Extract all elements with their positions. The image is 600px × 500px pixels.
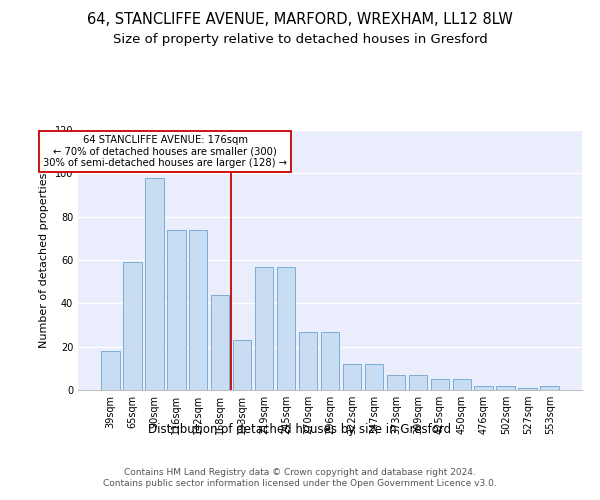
Bar bbox=[386, 375, 405, 390]
Bar bbox=[365, 364, 383, 390]
Bar bbox=[299, 332, 317, 390]
Bar bbox=[541, 386, 559, 390]
Bar bbox=[233, 340, 251, 390]
Bar bbox=[145, 178, 164, 390]
Y-axis label: Number of detached properties: Number of detached properties bbox=[39, 172, 49, 348]
Bar bbox=[496, 386, 515, 390]
Bar bbox=[452, 379, 471, 390]
Text: 64 STANCLIFFE AVENUE: 176sqm
← 70% of detached houses are smaller (300)
30% of s: 64 STANCLIFFE AVENUE: 176sqm ← 70% of de… bbox=[43, 135, 287, 168]
Text: Contains HM Land Registry data © Crown copyright and database right 2024.
Contai: Contains HM Land Registry data © Crown c… bbox=[103, 468, 497, 487]
Bar bbox=[189, 230, 208, 390]
Bar bbox=[101, 351, 119, 390]
Bar bbox=[277, 266, 295, 390]
Bar bbox=[255, 266, 274, 390]
Bar bbox=[343, 364, 361, 390]
Bar bbox=[320, 332, 340, 390]
Text: 64, STANCLIFFE AVENUE, MARFORD, WREXHAM, LL12 8LW: 64, STANCLIFFE AVENUE, MARFORD, WREXHAM,… bbox=[87, 12, 513, 28]
Bar bbox=[123, 262, 142, 390]
Bar bbox=[409, 375, 427, 390]
Bar bbox=[211, 294, 229, 390]
Text: Size of property relative to detached houses in Gresford: Size of property relative to detached ho… bbox=[113, 32, 487, 46]
Bar bbox=[167, 230, 185, 390]
Bar bbox=[431, 379, 449, 390]
Bar bbox=[518, 388, 537, 390]
Bar bbox=[475, 386, 493, 390]
Text: Distribution of detached houses by size in Gresford: Distribution of detached houses by size … bbox=[148, 422, 452, 436]
